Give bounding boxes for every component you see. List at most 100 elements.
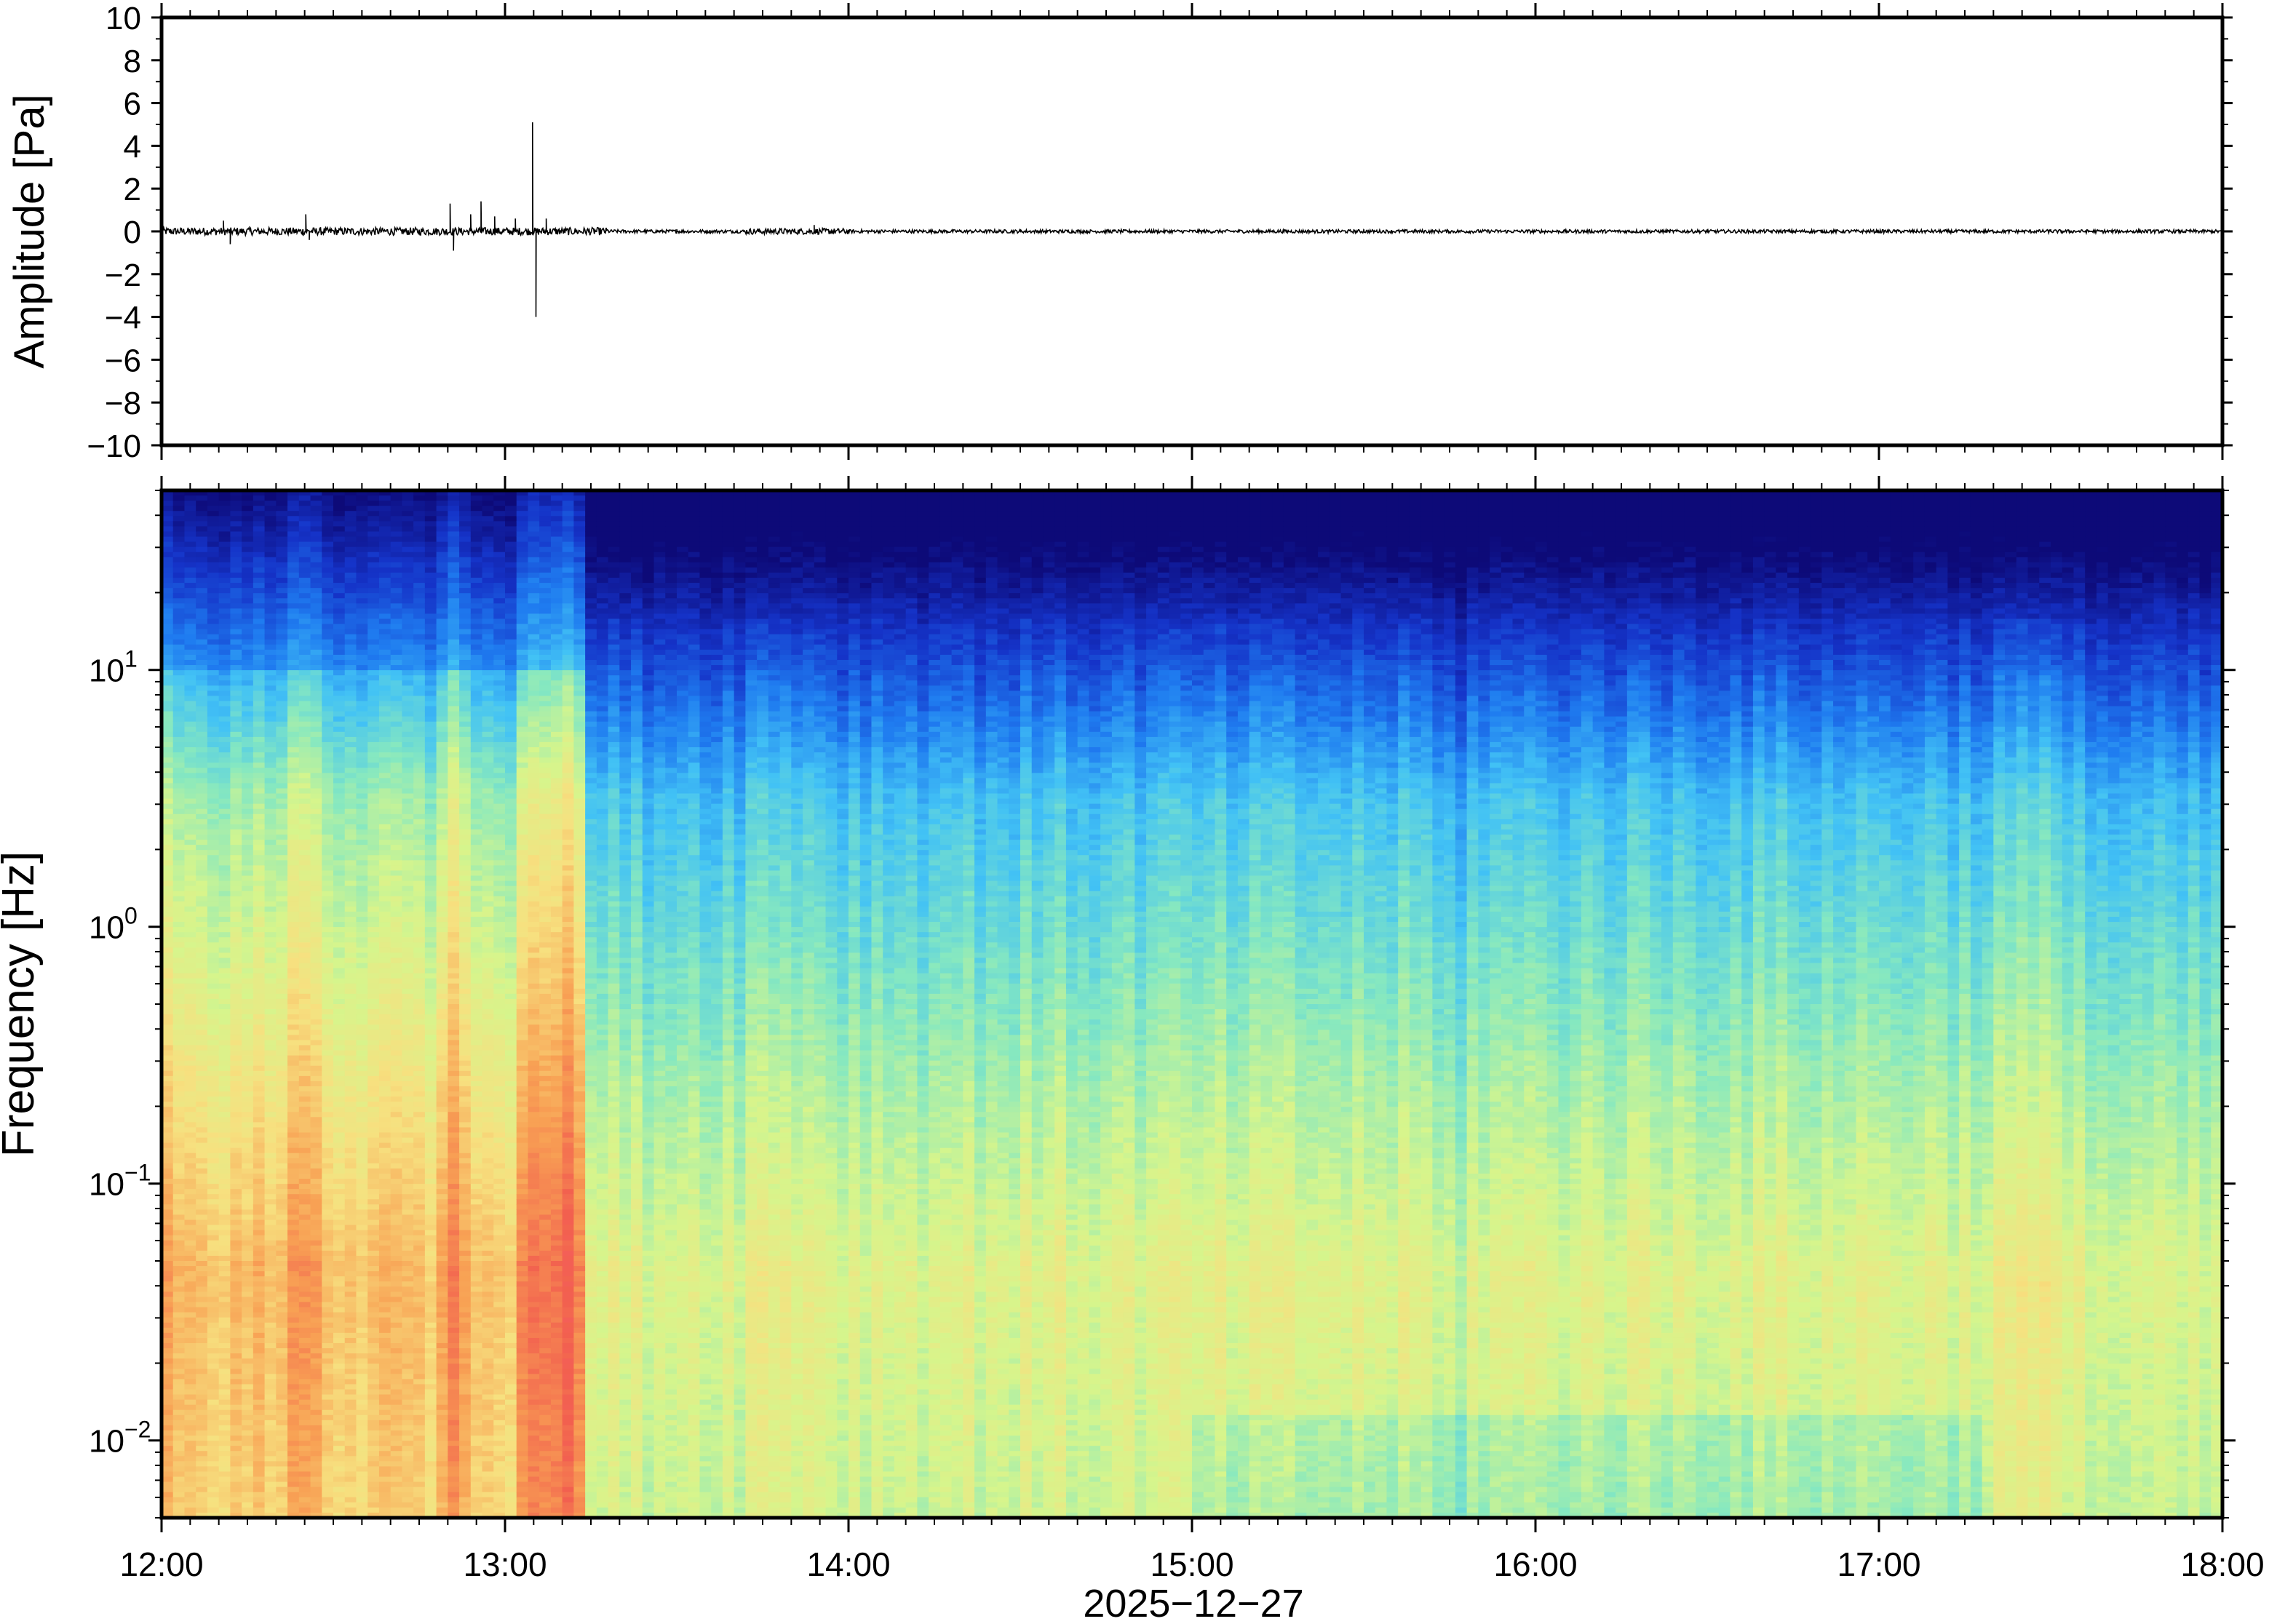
spectrogram-cell xyxy=(276,1374,287,1380)
spectrogram-cell xyxy=(173,932,185,938)
spectrogram-cell xyxy=(299,1281,311,1287)
spectrogram-cell xyxy=(379,917,391,923)
spectrogram-cell xyxy=(311,1112,322,1118)
spectrogram-cell xyxy=(276,501,287,506)
spectrogram-cell xyxy=(322,706,333,712)
spectrogram-cell xyxy=(276,1477,287,1483)
spectrogram-cell xyxy=(265,501,277,506)
spectrogram-cell xyxy=(184,1096,196,1102)
spectrogram-cell xyxy=(391,583,402,589)
spectrogram-cell xyxy=(219,958,231,963)
spectrogram-cell xyxy=(402,891,413,897)
spectrogram-cell xyxy=(242,1066,253,1072)
spectrogram-cell xyxy=(367,634,379,640)
spectrogram-cell xyxy=(207,1014,219,1020)
spectrogram-cell xyxy=(173,1369,185,1374)
spectrogram-cell xyxy=(196,1318,207,1324)
spectrogram-cell xyxy=(379,778,391,784)
spectrogram-cell xyxy=(367,783,379,789)
spectrogram-cell xyxy=(207,562,219,568)
spectrogram-cell xyxy=(413,1019,425,1025)
spectrogram-cell xyxy=(196,963,207,969)
spectrogram-cell xyxy=(367,855,379,861)
spectrogram-cell xyxy=(391,526,402,532)
spectrogram-cell xyxy=(311,495,322,501)
spectrogram-cell xyxy=(311,1076,322,1082)
spectrogram-cell xyxy=(345,655,357,661)
spectrogram-cell xyxy=(391,1024,402,1030)
spectrogram-cell xyxy=(391,706,402,712)
spectrogram-cell xyxy=(391,1174,402,1179)
spectrogram-cell xyxy=(184,757,196,763)
spectrogram-cell xyxy=(425,537,437,543)
spectrogram-cell xyxy=(379,1112,391,1118)
spectrogram-cell xyxy=(333,773,345,779)
spectrogram-cell xyxy=(367,573,379,578)
spectrogram-cell xyxy=(230,907,242,912)
spectrogram-cell xyxy=(413,675,425,681)
spectrogram-cell xyxy=(402,1209,413,1215)
spectrogram-cell xyxy=(265,732,277,738)
spectrogram-cell xyxy=(402,1374,413,1380)
waveform-y-tick-label: 4 xyxy=(124,129,141,164)
spectrogram-cell xyxy=(333,1189,345,1195)
spectrogram-cell xyxy=(425,1014,437,1020)
spectrogram-cell xyxy=(184,1122,196,1128)
spectrogram-cell xyxy=(379,1256,391,1262)
spectrogram-cell xyxy=(276,1122,287,1128)
spectrogram-cell xyxy=(379,1235,391,1241)
spectrogram-cell xyxy=(276,752,287,758)
spectrogram-cell xyxy=(276,1276,287,1282)
spectrogram-cell xyxy=(207,1102,219,1107)
spectrogram-cell xyxy=(413,1030,425,1035)
spectrogram-cell xyxy=(207,629,219,635)
spectrogram-cell xyxy=(276,1220,287,1226)
spectrogram-cell xyxy=(379,1451,391,1457)
spectrogram-cell xyxy=(242,1014,253,1020)
spectrogram-cell xyxy=(276,665,287,671)
spectrogram-cell xyxy=(391,773,402,779)
spectrogram-cell xyxy=(253,501,265,506)
spectrogram-cell xyxy=(345,845,357,851)
spectrogram-cell xyxy=(230,675,242,681)
spectrogram-cell xyxy=(367,1174,379,1179)
spectrogram-cell xyxy=(207,516,219,522)
spectrogram-cell xyxy=(242,773,253,779)
spectrogram-cell xyxy=(184,809,196,815)
spectrogram-cell xyxy=(425,516,437,522)
spectrogram-cell xyxy=(173,665,185,671)
spectrogram-cell xyxy=(379,968,391,974)
spectrogram-cell xyxy=(265,937,277,943)
spectrogram-cell xyxy=(287,526,299,532)
spectrogram-cell xyxy=(184,1461,196,1467)
spectrogram-cell xyxy=(391,912,402,918)
spectrogram-cell xyxy=(265,1348,277,1354)
spectrogram-cell xyxy=(356,788,367,794)
spectrogram-cell xyxy=(322,1307,333,1313)
spectrogram-cell xyxy=(287,660,299,666)
spectrogram-cell xyxy=(333,1127,345,1133)
spectrogram-cell xyxy=(253,1451,265,1457)
spectrogram-cell xyxy=(367,1266,379,1272)
spectrogram-cell xyxy=(219,1102,231,1107)
spectrogram-cell xyxy=(311,712,322,717)
spectrogram-cell xyxy=(367,794,379,800)
spectrogram-cell xyxy=(219,640,231,645)
spectrogram-cell xyxy=(253,1276,265,1282)
spectrogram-cell xyxy=(219,870,231,876)
spectrogram-cell xyxy=(196,1364,207,1369)
spectrogram-cell xyxy=(173,1261,185,1267)
spectrogram-cell xyxy=(333,1086,345,1092)
spectrogram-cell xyxy=(207,501,219,506)
spectrogram-cell xyxy=(230,773,242,779)
spectrogram-cell xyxy=(333,619,345,625)
spectrogram-cell xyxy=(425,1266,437,1272)
spectrogram-cell xyxy=(299,650,311,656)
spectrogram-cell xyxy=(402,624,413,630)
spectrogram-cell xyxy=(265,1117,277,1123)
spectrogram-cell xyxy=(276,907,287,912)
spectrogram-cell xyxy=(333,1318,345,1324)
spectrogram-cell xyxy=(402,1214,413,1220)
spectrogram-cell xyxy=(242,1256,253,1262)
